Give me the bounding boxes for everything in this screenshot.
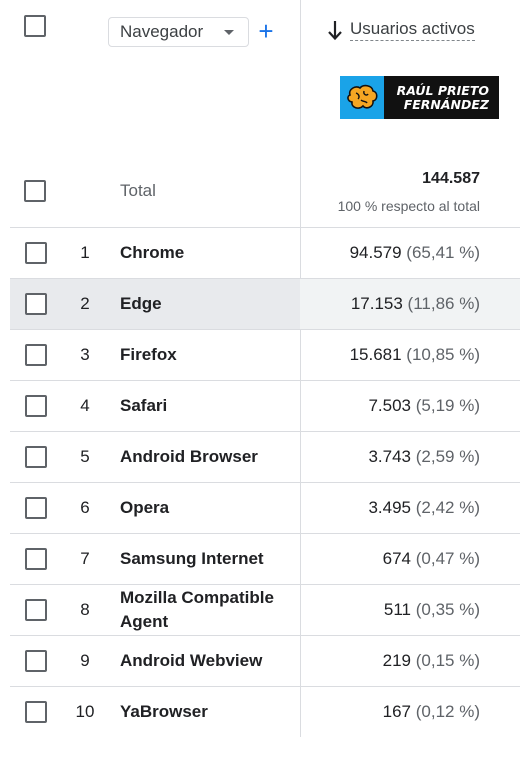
browser-name: Edge	[120, 294, 162, 313]
total-value: 144.587	[422, 170, 480, 187]
value-number: 94.579	[349, 243, 402, 262]
row-index: 3	[80, 345, 90, 364]
row-checkbox[interactable]	[25, 548, 47, 570]
row-index: 2	[80, 294, 90, 313]
value-number: 219	[382, 651, 412, 670]
metric-value: 3.743 (2,59 %)	[368, 432, 480, 482]
browser-name: Firefox	[120, 345, 177, 364]
row-index: 1	[80, 243, 90, 262]
table-row[interactable]: 9 Android Webview 219 (0,15 %)	[10, 635, 520, 686]
logo-line-2: FERNÁNDEZ	[403, 96, 489, 112]
add-dimension-button[interactable]: +	[258, 16, 274, 46]
value-percent: (10,85 %)	[406, 345, 480, 364]
brain-icon	[340, 76, 384, 119]
row-index: 9	[80, 651, 90, 670]
metric-value: 7.503 (5,19 %)	[368, 381, 480, 431]
metric-value: 17.153 (11,86 %)	[351, 279, 480, 329]
browser-name: Chrome	[120, 243, 185, 262]
table-row[interactable]: 3 Firefox 15.681 (10,85 %)	[10, 329, 520, 380]
total-label: Total	[120, 181, 156, 200]
browser-name: Opera	[120, 498, 170, 517]
table-row[interactable]: 2 Edge 17.153 (11,86 %)	[10, 278, 520, 329]
table-row[interactable]: 7 Samsung Internet 674 (0,47 %)	[10, 533, 520, 584]
select-all-checkbox[interactable]	[24, 15, 46, 37]
table-row[interactable]: 10 YaBrowser 167 (0,12 %)	[10, 686, 520, 737]
table-row[interactable]: 5 Android Browser 3.743 (2,59 %)	[10, 431, 520, 482]
brand-logo: RAÚL PRIETO FERNÁNDEZ	[340, 76, 499, 119]
value-percent: (2,42 %)	[415, 498, 480, 517]
value-number: 674	[382, 549, 412, 568]
arrow-down-icon	[328, 21, 342, 41]
value-number: 17.153	[350, 294, 403, 313]
row-checkbox[interactable]	[25, 446, 47, 468]
row-index: 10	[75, 702, 95, 721]
value-number: 3.743	[368, 447, 412, 466]
dimension-select[interactable]: Navegador	[108, 17, 249, 47]
row-checkbox[interactable]	[25, 701, 47, 723]
value-percent: (0,47 %)	[415, 549, 480, 568]
logo-line-1: RAÚL PRIETO	[396, 82, 489, 98]
data-table: 1 Chrome 94.579 (65,41 %) 2 Edge 17.153 …	[10, 227, 520, 737]
value-percent: (0,15 %)	[415, 651, 480, 670]
table-row[interactable]: 1 Chrome 94.579 (65,41 %)	[10, 227, 520, 278]
value-percent: (2,59 %)	[415, 447, 480, 466]
metric-label: Usuarios activos	[350, 19, 475, 41]
row-index: 4	[80, 396, 90, 415]
value-number: 3.495	[368, 498, 412, 517]
metric-value: 3.495 (2,42 %)	[368, 483, 480, 533]
table-row[interactable]: 4 Safari 7.503 (5,19 %)	[10, 380, 520, 431]
row-checkbox[interactable]	[25, 344, 47, 366]
column-divider	[300, 0, 301, 737]
total-subtitle: 100 % respecto al total	[337, 198, 480, 214]
value-number: 511	[383, 600, 412, 619]
value-number: 7.503	[368, 396, 412, 415]
row-index: 6	[80, 498, 90, 517]
value-percent: (0,12 %)	[415, 702, 480, 721]
row-checkbox[interactable]	[25, 497, 47, 519]
row-checkbox[interactable]	[25, 293, 47, 315]
browser-name: Safari	[120, 396, 168, 415]
table-row[interactable]: 6 Opera 3.495 (2,42 %)	[10, 482, 520, 533]
browser-name: Android Webview	[120, 651, 263, 670]
value-number: 167	[382, 702, 412, 721]
metric-value: 94.579 (65,41 %)	[350, 228, 480, 278]
value-percent: (65,41 %)	[406, 243, 480, 262]
row-checkbox[interactable]	[25, 395, 47, 417]
dimension-select-label: Navegador	[120, 22, 204, 41]
browser-name: YaBrowser	[120, 702, 208, 721]
row-index: 7	[80, 549, 90, 568]
row-checkbox[interactable]	[25, 242, 47, 264]
metric-value: 511 (0,35 %)	[384, 585, 480, 635]
metric-column-header[interactable]: Usuarios activos	[326, 17, 475, 43]
row-checkbox[interactable]	[25, 599, 47, 621]
browser-name: Android Browser	[120, 447, 258, 466]
metric-value: 167 (0,12 %)	[383, 687, 480, 737]
browser-name: Mozilla Compatible Agent	[120, 588, 274, 631]
row-index: 5	[80, 447, 90, 466]
value-percent: (5,19 %)	[415, 396, 480, 415]
table-row[interactable]: 8 Mozilla Compatible Agent 511 (0,35 %)	[10, 584, 520, 635]
row-checkbox[interactable]	[25, 650, 47, 672]
metric-value: 674 (0,47 %)	[383, 534, 480, 584]
value-number: 15.681	[349, 345, 402, 364]
logo-text: RAÚL PRIETO FERNÁNDEZ	[384, 82, 499, 112]
metric-value: 219 (0,15 %)	[383, 636, 480, 686]
total-row-checkbox[interactable]	[24, 180, 46, 202]
value-percent: (0,35 %)	[415, 600, 480, 619]
value-percent: (11,86 %)	[407, 294, 480, 313]
dropdown-caret-icon	[224, 30, 234, 35]
browser-name: Samsung Internet	[120, 549, 264, 568]
metric-value: 15.681 (10,85 %)	[350, 330, 480, 380]
row-index: 8	[80, 600, 90, 619]
